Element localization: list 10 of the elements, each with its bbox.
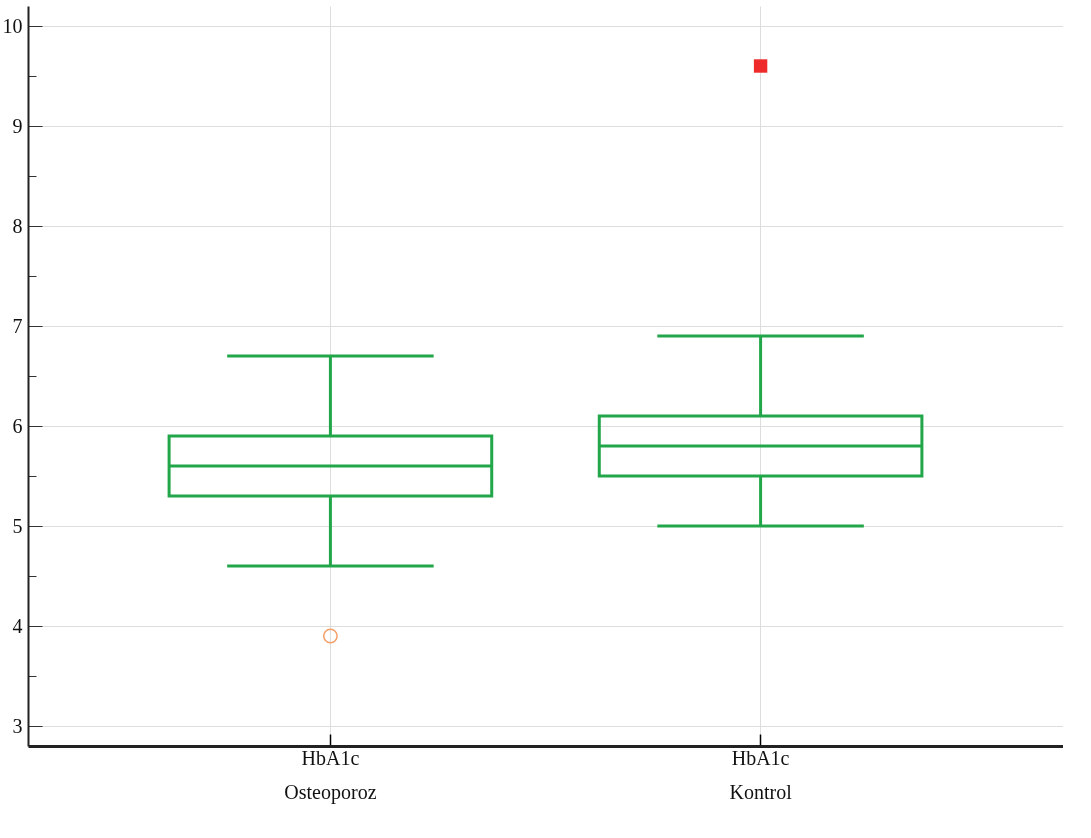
y-tick-label: 6: [12, 414, 23, 437]
x-tick-label: HbA1c Kontrol: [729, 746, 793, 803]
y-tick-label: 4: [12, 614, 23, 637]
y-tick-label: 10: [2, 14, 23, 37]
y-tick-label: 8: [12, 214, 23, 237]
x-tick-label: HbA1c Osteoporoz: [284, 746, 377, 804]
y-tick-label: 5: [12, 514, 23, 537]
y-tick-label: 3: [12, 714, 23, 737]
y-tick-label: 7: [12, 314, 23, 337]
y-tick-label: 9: [12, 114, 23, 137]
